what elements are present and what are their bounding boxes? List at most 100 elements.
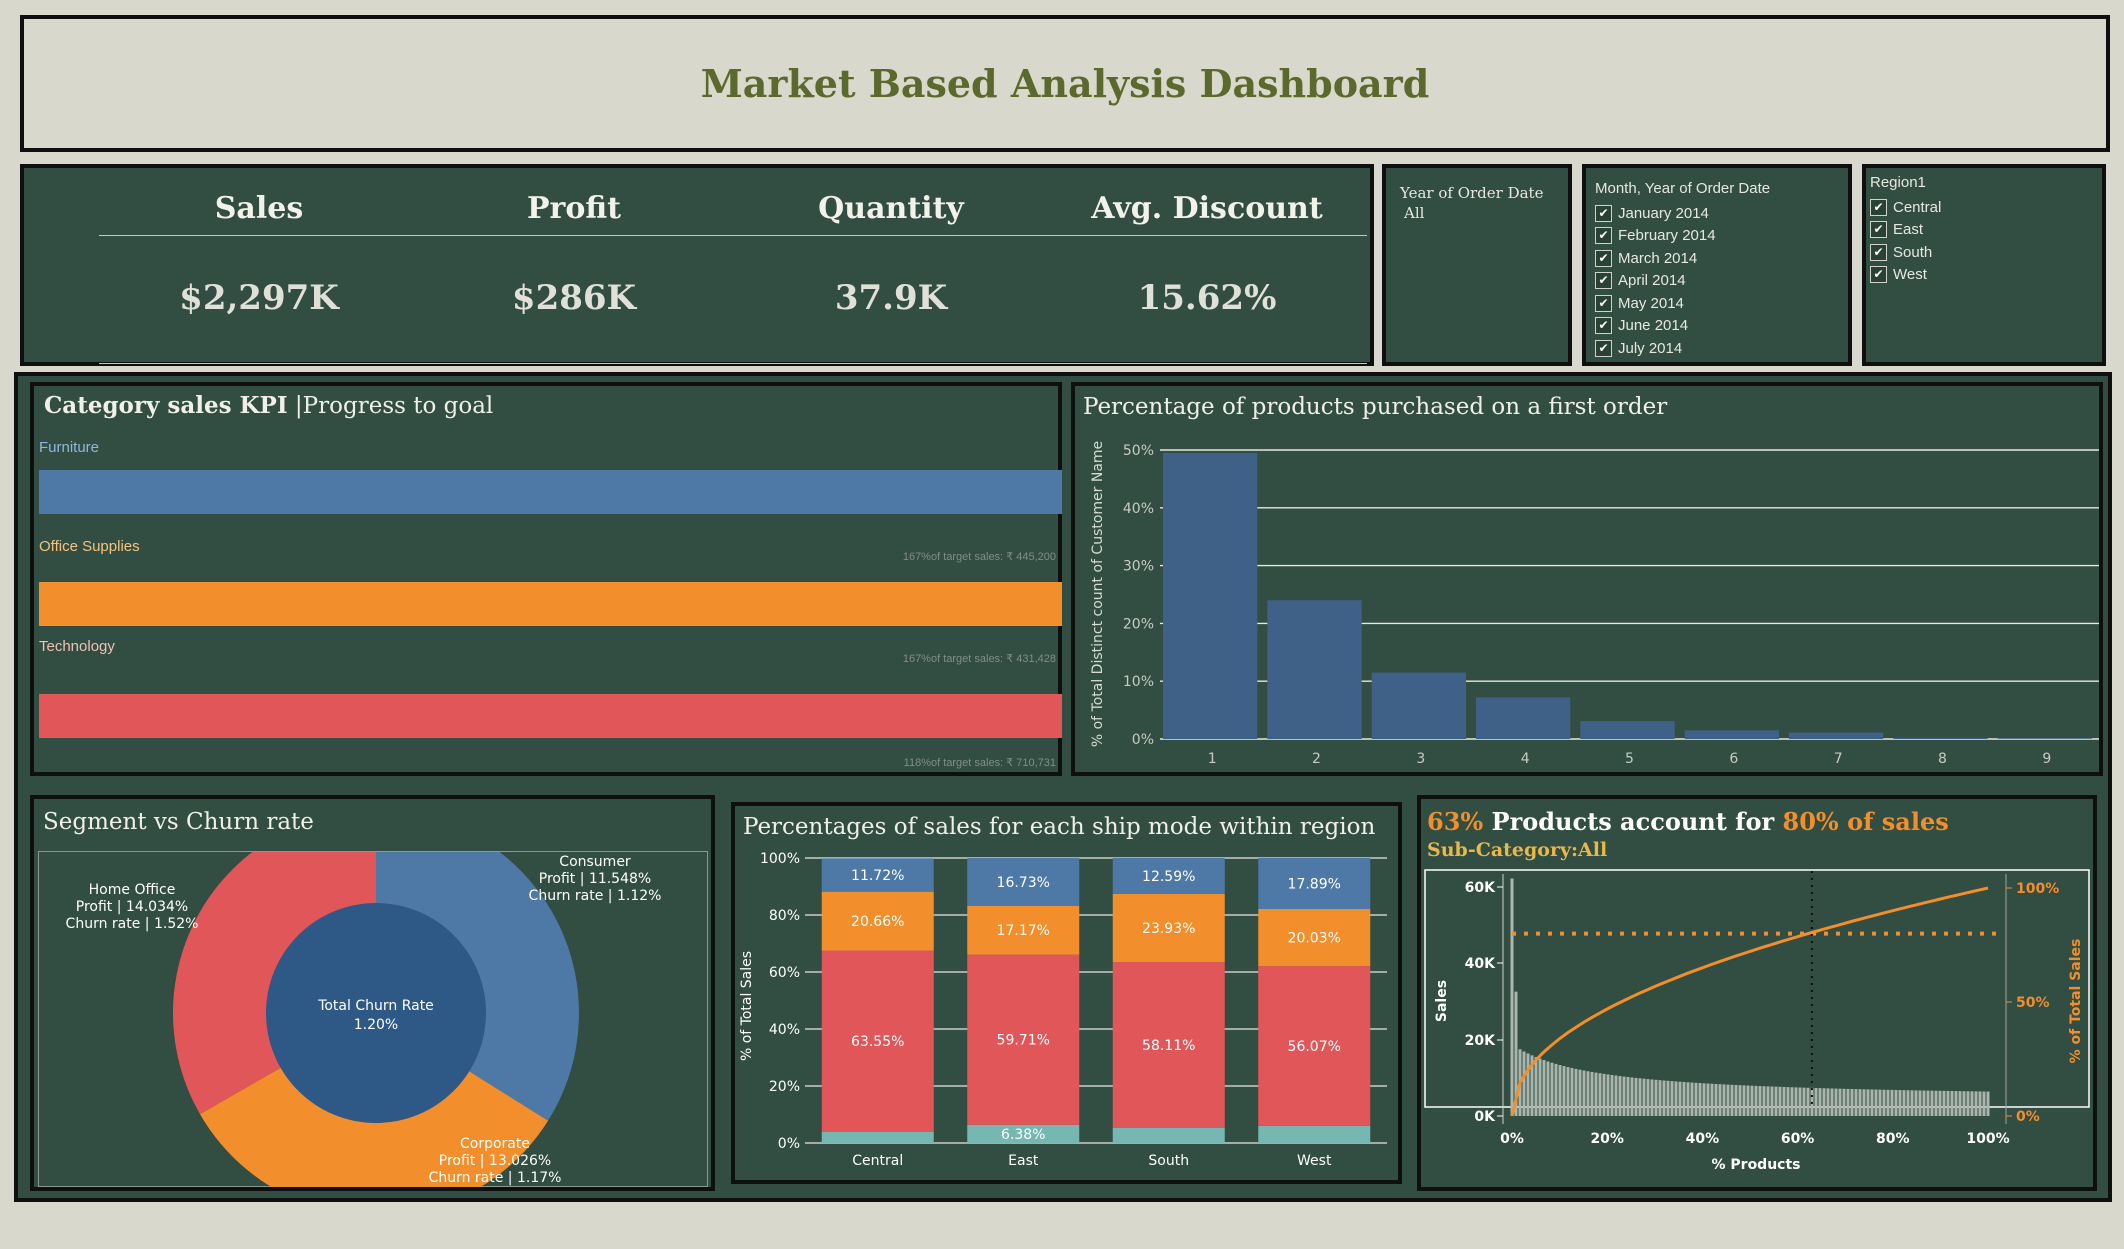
checkbox-checked-icon[interactable]: ✔	[1870, 266, 1887, 284]
first-order-xtick: 2	[1312, 751, 1321, 767]
checkbox-checked-icon[interactable]: ✔	[1595, 317, 1612, 335]
region-filter-label: West	[1893, 266, 1927, 284]
ship-data-label: 20.66%	[851, 914, 904, 930]
pareto-xtick: 40%	[1686, 1131, 1720, 1147]
year-filter-panel[interactable]: Year of Order Date All	[1382, 164, 1572, 366]
first-order-xtick: 3	[1416, 751, 1425, 767]
ship-xtick: Central	[852, 1153, 903, 1169]
ship-data-label: 12.59%	[1142, 869, 1195, 885]
month-filter-item[interactable]: ✔ March 2014	[1595, 247, 1716, 270]
region-filter-label: Central	[1893, 198, 1942, 216]
checkbox-checked-icon[interactable]: ✔	[1595, 249, 1612, 267]
dashboard-title-box: Market Based Analysis Dashboard	[20, 15, 2110, 152]
pareto-panel: 63% Products account for 80% of sales Su…	[1417, 795, 2097, 1191]
pareto-xtick: 100%	[1966, 1131, 2009, 1147]
pareto-ytick-left: 20K	[1465, 1033, 1496, 1049]
month-filter-title: Month, Year of Order Date	[1595, 180, 1771, 197]
kpi-value-sales: $2,297K	[179, 278, 339, 318]
first-order-xtick: 9	[2042, 751, 2051, 767]
ship-bar-segment	[821, 1131, 934, 1143]
pareto-ytick-left: 0K	[1474, 1109, 1496, 1125]
first-order-xtick: 8	[1938, 751, 1947, 767]
pareto-ytick-right: 50%	[2016, 995, 2050, 1011]
kpi-label-quantity: Quantity	[818, 191, 964, 226]
pareto-subtitle: Sub-Category:All	[1427, 839, 1608, 861]
region-filter-item[interactable]: ✔ Central	[1870, 196, 1941, 219]
checkbox-checked-icon[interactable]: ✔	[1870, 221, 1887, 239]
ship-data-label: 17.17%	[997, 923, 1050, 939]
checkbox-checked-icon[interactable]: ✔	[1595, 204, 1612, 222]
month-filter-item[interactable]: ✔ February 2014	[1595, 225, 1716, 248]
ship-data-label: 58.11%	[1142, 1038, 1195, 1054]
checkbox-checked-icon[interactable]: ✔	[1870, 243, 1887, 261]
ship-data-label: 23.93%	[1142, 921, 1195, 937]
first-order-bar	[1789, 732, 1884, 739]
segment-center-value: 1.20%	[354, 1017, 398, 1033]
segment-panel: Segment vs Churn rate Total Churn Rate 1.…	[30, 795, 715, 1191]
kpi-label-technology: Technology	[39, 638, 115, 655]
ship-bar-segment	[821, 891, 934, 951]
ship-ytick: 80%	[769, 908, 800, 924]
segment-slice-label: Consumer	[559, 854, 631, 870]
ship-bar-segment	[1112, 962, 1225, 1128]
pareto-title-pct-sales: 80% of sales	[1782, 807, 1949, 836]
month-filter-item[interactable]: ✔ June 2014	[1595, 315, 1716, 338]
ship-ytick: 20%	[769, 1079, 800, 1095]
ship-ytick: 40%	[769, 1022, 800, 1038]
first-order-xtick: 1	[1208, 751, 1217, 767]
region-filter-item[interactable]: ✔ West	[1870, 264, 1941, 287]
region-filter-label: East	[1893, 221, 1924, 239]
checkbox-checked-icon[interactable]: ✔	[1595, 272, 1612, 290]
month-filter-item[interactable]: ✔ April 2014	[1595, 270, 1716, 293]
month-filter-item[interactable]: ✔ January 2014	[1595, 202, 1716, 225]
year-filter-title: Year of Order Date	[1400, 184, 1544, 202]
category-kpi-title-bold: Category sales KPI	[44, 392, 288, 419]
kpi-label-avg-discount: Avg. Discount	[1091, 191, 1323, 226]
ship-bar-segment	[1112, 893, 1225, 963]
month-filter-item[interactable]: ✔ July 2014	[1595, 337, 1716, 360]
pareto-cumulative-line	[1510, 886, 1989, 1117]
first-order-xtick: 7	[1834, 751, 1843, 767]
region-filter-item[interactable]: ✔ South	[1870, 241, 1941, 264]
pareto-xtick: 20%	[1590, 1131, 1624, 1147]
checkbox-checked-icon[interactable]: ✔	[1595, 294, 1612, 312]
ship-mode-chart: 0% 20% 40% 60% 80% 100% 63.55% 20.66% 11.72% Cent…	[739, 851, 1387, 1169]
kpi-divider-bottom	[99, 363, 1367, 364]
first-order-bar	[1997, 738, 2092, 739]
kpi-bar-office-supplies	[39, 582, 1062, 626]
pareto-xtick: 60%	[1781, 1131, 1815, 1147]
pareto-xlabel: % Products	[1712, 1157, 1801, 1173]
first-order-bar	[1580, 721, 1675, 739]
kpi-label-furniture: Furniture	[39, 439, 100, 456]
kpi-divider-top	[99, 235, 1367, 236]
month-filter-label: March 2014	[1618, 249, 1698, 267]
ship-bar-segment	[1112, 858, 1225, 894]
region-filter-item[interactable]: ✔ East	[1870, 219, 1941, 242]
month-filter-item[interactable]: ✔ May 2014	[1595, 292, 1716, 315]
segment-slice-label: Profit | 13.026%	[439, 1153, 551, 1169]
pareto-title-pct-products: 63%	[1427, 807, 1484, 836]
region-filter-label: South	[1893, 243, 1933, 261]
pareto-ytick-left: 40K	[1465, 956, 1496, 972]
checkbox-checked-icon[interactable]: ✔	[1595, 227, 1612, 245]
year-filter-value[interactable]: All	[1404, 204, 1425, 222]
ship-data-label: 16.73%	[997, 875, 1050, 891]
first-order-xtick: 6	[1729, 751, 1738, 767]
checkbox-checked-icon[interactable]: ✔	[1870, 198, 1887, 216]
first-order-panel: Percentage of products purchased on a fi…	[1071, 382, 2103, 776]
first-order-title: Percentage of products purchased on a fi…	[1083, 394, 1668, 420]
ship-bar-segment	[1258, 966, 1371, 1126]
ship-bar-segment	[967, 905, 1080, 955]
pareto-xtick: 0%	[1500, 1131, 1524, 1147]
segment-slice-label: Profit | 14.034%	[76, 899, 188, 915]
month-filter-label: June 2014	[1618, 317, 1689, 335]
ship-xtick: East	[1008, 1153, 1039, 1169]
kpi-target-furniture: 167%of target sales: ₹ 445,200	[902, 551, 1056, 563]
segment-slice-label: Churn rate | 1.12%	[529, 888, 662, 904]
ship-ytick: 100%	[760, 851, 800, 867]
pareto-ylabel-right: % of Total Sales	[2068, 939, 2084, 1064]
category-kpi-title: Category sales KPI |Progress to goal	[44, 392, 493, 419]
checkbox-checked-icon[interactable]: ✔	[1595, 339, 1612, 357]
month-filter-label: May 2014	[1618, 294, 1684, 312]
